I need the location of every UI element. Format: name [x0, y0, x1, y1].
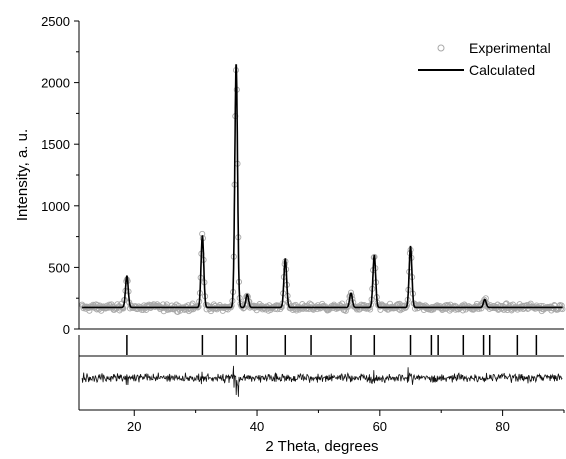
experimental-point [559, 306, 566, 313]
y-tick-label: 2000 [41, 76, 70, 91]
y-tick-label: 500 [48, 260, 70, 275]
y-tick-label: 2500 [41, 14, 70, 29]
experimental-point [344, 302, 351, 309]
legend-label-calculated: Calculated [469, 62, 535, 78]
data-layer [79, 64, 566, 397]
y-tick-label: 1500 [41, 137, 70, 152]
experimental-point [244, 292, 251, 299]
bragg-markers [79, 335, 564, 357]
axis-layer: 0 500 1000 1500 2000 2500 20 40 60 80 [41, 14, 565, 434]
legend-label-experimental: Experimental [469, 40, 551, 56]
difference-curve [81, 365, 563, 397]
legend-marker-experimental [437, 44, 445, 52]
experimental-point [558, 302, 565, 309]
y-tick-label: 1000 [41, 199, 70, 214]
experimental-series [79, 67, 566, 315]
y-axis-title: Intensity, a. u. [14, 129, 31, 221]
y-tick-label: 0 [63, 322, 70, 337]
x-tick-label: 40 [250, 419, 264, 434]
legend: Experimental Calculated [418, 40, 551, 78]
x-tick-label: 20 [127, 419, 141, 434]
experimental-point [240, 305, 247, 312]
calculated-series-line [82, 64, 563, 309]
x-tick-label: 80 [495, 419, 509, 434]
experimental-point [339, 300, 346, 307]
x-tick-label: 60 [373, 419, 387, 434]
x-axis-title: 2 Theta, degrees [265, 438, 378, 454]
